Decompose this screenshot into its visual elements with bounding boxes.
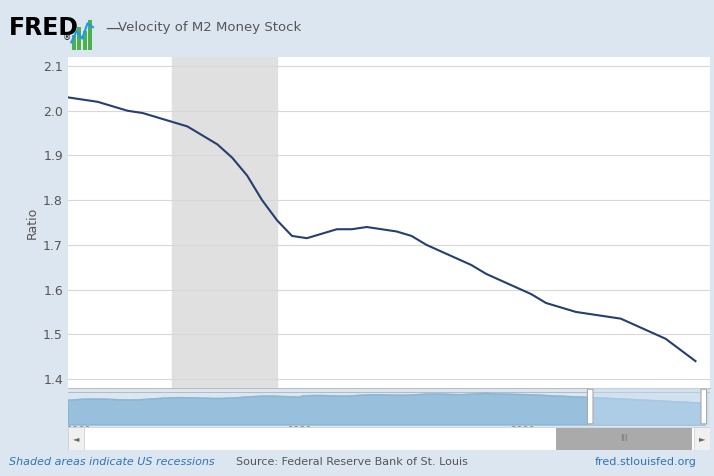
FancyBboxPatch shape xyxy=(588,389,593,424)
Text: ®: ® xyxy=(63,33,71,42)
Text: fred.stlouisfed.org: fred.stlouisfed.org xyxy=(594,457,696,467)
Text: ►: ► xyxy=(699,434,705,443)
Text: —: — xyxy=(106,20,121,35)
Text: Shaded areas indicate US recessions: Shaded areas indicate US recessions xyxy=(9,457,214,467)
Bar xyxy=(68,427,84,450)
Bar xyxy=(694,427,710,450)
Text: Velocity of M2 Money Stock: Velocity of M2 Money Stock xyxy=(118,21,301,34)
Bar xyxy=(173,57,277,388)
Text: FRED: FRED xyxy=(9,16,79,40)
Bar xyxy=(89,20,92,50)
FancyBboxPatch shape xyxy=(701,389,707,424)
Text: ◄: ◄ xyxy=(73,434,79,443)
Text: III: III xyxy=(620,434,628,443)
Bar xyxy=(588,388,708,425)
Bar xyxy=(83,31,87,50)
Bar xyxy=(72,35,76,50)
Bar xyxy=(77,27,81,50)
Bar xyxy=(556,428,691,449)
Text: Source: Federal Reserve Bank of St. Louis: Source: Federal Reserve Bank of St. Loui… xyxy=(236,457,468,467)
Y-axis label: Ratio: Ratio xyxy=(26,207,39,238)
